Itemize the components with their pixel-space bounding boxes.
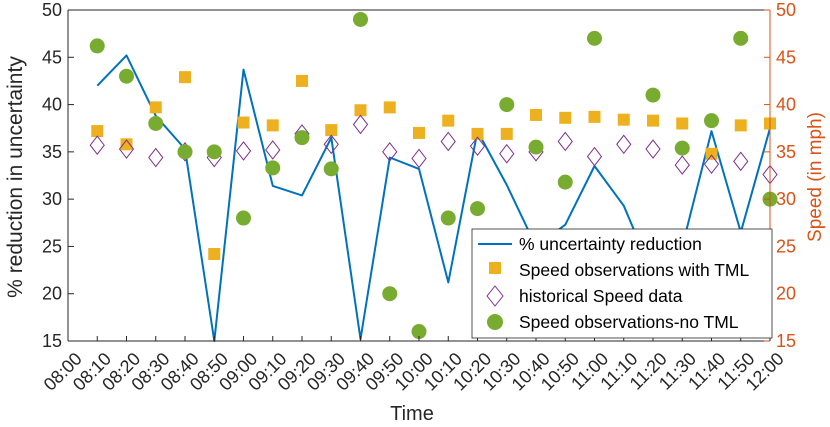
y-right-tick-label: 40 [776,95,796,115]
point-no-tml-20 [674,140,690,156]
point-no-tml-16 [557,174,573,190]
legend-diamond-icon [486,285,504,307]
point-tml-13 [471,127,484,140]
point-no-tml-3 [177,144,193,160]
point-tml-21 [705,147,718,160]
legend-label-no-tml: Speed observations-no TML [519,312,739,332]
point-historical-13 [469,136,486,156]
point-no-tml-15 [528,139,544,155]
y-left-tick-label: 20 [42,284,62,304]
point-tml-15 [530,108,542,121]
point-historical-8 [323,134,339,155]
legend-label-tml: Speed observations with TML [519,260,749,280]
point-tml-10 [383,101,396,114]
legend-box [471,228,773,339]
point-historical-1 [118,139,135,159]
point-historical-10 [382,142,398,162]
legend-circle-icon [487,314,503,330]
legend-label-historical: historical Speed data [519,286,683,306]
point-historical-5 [235,141,252,161]
point-tml-7 [296,74,308,87]
point-historical-19 [645,139,661,159]
point-no-tml-6 [265,160,281,176]
y-left-tick-label: 45 [42,47,62,67]
y-right-tick-label: 15 [776,331,796,351]
point-tml-14 [500,127,513,140]
point-historical-21 [703,154,720,174]
point-tml-17 [588,110,601,123]
point-tml-2 [149,101,162,114]
point-no-tml-21 [704,113,719,129]
y-right-tick-label: 50 [776,0,796,20]
point-tml-16 [559,111,572,124]
point-historical-2 [148,147,164,168]
legend-label-uncertainty: % uncertainty reduction [519,234,702,254]
point-no-tml-5 [236,210,251,226]
legend-square-icon [489,262,501,274]
point-tml-19 [647,114,659,127]
y-axis-right-label: Speed (in mph) [805,112,826,242]
point-no-tml-10 [382,286,398,302]
point-tml-3 [179,71,191,84]
y-left-tick-label: 50 [42,0,62,20]
y-right-tick-label: 20 [776,284,796,304]
point-historical-11 [411,148,427,169]
point-no-tml-12 [440,210,456,226]
point-tml-9 [354,104,367,117]
point-tml-6 [266,119,279,132]
point-tml-1 [120,138,133,151]
y-left-tick-label: 35 [42,142,62,162]
point-tml-12 [442,114,455,127]
y-right-tick-label: 35 [776,142,796,162]
point-tml-20 [676,117,689,130]
point-no-tml-19 [645,87,661,103]
y-left-tick-label: 30 [42,189,62,209]
point-no-tml-1 [119,68,134,84]
point-historical-0 [89,135,105,156]
point-historical-12 [440,131,456,152]
point-no-tml-4 [206,144,222,160]
x-axis-label: Time [390,403,434,425]
point-historical-16 [557,131,573,152]
point-no-tml-14 [499,97,515,113]
point-historical-18 [616,134,632,155]
point-no-tml-2 [148,115,164,131]
point-no-tml-7 [294,130,310,146]
point-no-tml-11 [411,324,427,340]
point-historical-6 [265,140,281,160]
point-no-tml-0 [89,38,105,54]
point-tml-18 [617,113,630,126]
y-left-tick-label: 40 [42,95,62,115]
point-no-tml-22 [733,30,749,46]
point-tml-22 [734,119,747,132]
y-left-tick-label: 25 [42,236,62,256]
point-historical-22 [733,151,749,172]
point-historical-17 [586,146,603,167]
point-tml-5 [237,116,250,129]
point-no-tml-9 [353,11,368,27]
y-right-tick-label: 45 [776,47,796,67]
y-right-tick-label: 30 [776,189,796,209]
point-tml-0 [91,125,104,138]
point-tml-11 [413,126,425,139]
point-no-tml-13 [470,201,485,217]
point-tml-8 [325,124,338,137]
point-tml-4 [208,247,221,260]
y-left-tick-label: 15 [42,331,62,351]
point-no-tml-17 [587,30,602,46]
y-right-tick-label: 25 [776,236,796,256]
point-historical-14 [499,143,515,164]
point-no-tml-8 [323,161,339,177]
y-axis-left-label: % reduction in uncertainty [4,56,27,298]
point-historical-9 [352,114,369,135]
legend: % uncertainty reduction Speed observatio… [471,228,773,339]
point-historical-20 [674,155,690,175]
